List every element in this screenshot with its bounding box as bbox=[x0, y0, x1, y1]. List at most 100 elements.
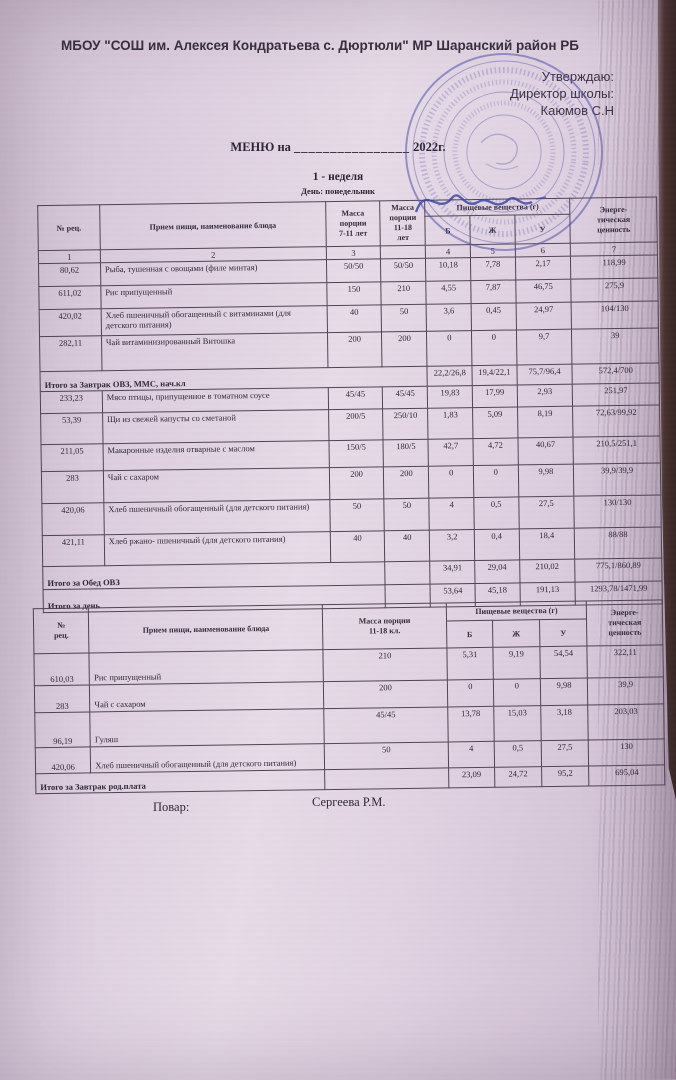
mass-7-11-cell: 50/50 bbox=[326, 258, 382, 283]
col-header-nutrients: Пищевые вещества (г) bbox=[445, 600, 587, 621]
day-title: День: понедельник bbox=[301, 186, 375, 196]
protein-cell: 10,18 bbox=[425, 257, 471, 282]
total-carbs: 75,7/96,4 bbox=[516, 364, 573, 385]
energy-cell: 275,9 bbox=[571, 277, 659, 303]
recipe-number-cell: 96,19 bbox=[34, 711, 91, 748]
protein-cell: 0 bbox=[426, 330, 472, 367]
dish-name-cell: Чай с сахаром bbox=[103, 467, 330, 503]
carbs-cell: 46,75 bbox=[515, 279, 572, 303]
fat-cell: 9,19 bbox=[493, 646, 541, 680]
fat-cell: 0 bbox=[471, 329, 517, 366]
dish-name-cell: Мясо птицы, припущенное в томатном соусе bbox=[102, 387, 329, 413]
fat-cell: 4,72 bbox=[473, 437, 518, 466]
menu-title-year: 2022г. bbox=[413, 140, 446, 154]
mass-7-11-cell: 200 bbox=[329, 466, 385, 500]
protein-cell: 4 bbox=[429, 497, 475, 531]
energy-cell: 203,03 bbox=[588, 703, 665, 740]
protein-cell: 3,2 bbox=[429, 529, 475, 562]
fat-cell: 0,4 bbox=[474, 528, 520, 561]
carbs-cell: 24,97 bbox=[515, 302, 572, 330]
recipe-number-cell: 283 bbox=[34, 684, 91, 713]
energy-cell: 39 bbox=[571, 327, 659, 365]
approve-line: Директор школы: bbox=[510, 86, 614, 101]
recipe-number-cell: 80,62 bbox=[38, 262, 101, 287]
column-number bbox=[380, 245, 426, 259]
recipe-number-cell: 610,03 bbox=[33, 652, 90, 686]
carbs-cell: 54,54 bbox=[539, 645, 588, 679]
col-header-rec: № рец. bbox=[33, 607, 90, 654]
column-number: 3 bbox=[326, 245, 381, 260]
energy-cell: 39,9/39,9 bbox=[573, 462, 661, 497]
mass-cell: 200 bbox=[323, 679, 448, 709]
total-fat: 19,4/22,1 bbox=[471, 364, 517, 386]
dish-name-cell: Рыба, тушенная с овощами (филе минтая) bbox=[100, 259, 327, 286]
mass-11-18-cell: 40 bbox=[384, 530, 431, 562]
mass-11-18-cell: 45/45 bbox=[382, 386, 429, 409]
mass-11-18-cell: 50 bbox=[384, 498, 430, 531]
dish-name-cell: Хлеб ржано- пшеничный (для детского пита… bbox=[104, 531, 331, 566]
mass-11-18-cell: 250/10 bbox=[382, 408, 429, 440]
fat-cell: 15,03 bbox=[493, 705, 541, 742]
mass-7-11-cell: 40 bbox=[330, 530, 385, 563]
energy-cell: 104/130 bbox=[571, 300, 659, 330]
carbs-cell: 40,67 bbox=[517, 437, 574, 465]
protein-cell: 0 bbox=[446, 679, 494, 707]
mass-7-11-cell: 150 bbox=[326, 281, 382, 306]
fat-cell: 0,5 bbox=[473, 496, 519, 530]
round-stamp-icon bbox=[405, 53, 603, 251]
mass-11-18-cell: 50 bbox=[381, 304, 427, 332]
mass-11-18-cell: 200 bbox=[383, 466, 430, 499]
total-energy: 695,04 bbox=[589, 764, 665, 786]
mass-cell: 45/45 bbox=[324, 706, 448, 744]
energy-cell: 88/88 bbox=[574, 526, 662, 560]
total-fat: 29,04 bbox=[474, 559, 520, 584]
empty-cell bbox=[384, 561, 431, 585]
dish-name-cell: Хлеб пшеничный обогащенный (для детского… bbox=[103, 499, 331, 535]
carbs-cell: 9,98 bbox=[517, 464, 575, 497]
total-carbs: 210,02 bbox=[519, 559, 576, 583]
school-header: МБОУ "СОШ им. Алексея Кондратьева с. Дюр… bbox=[61, 38, 579, 53]
energy-cell: 322,11 bbox=[587, 644, 664, 678]
recipe-number-cell: 282,11 bbox=[39, 335, 102, 372]
recipe-number-cell: 420,06 bbox=[35, 746, 91, 774]
col-header-mass711: Масса порции 7-11 лет bbox=[325, 200, 381, 247]
total-energy: 572,4/700 bbox=[572, 362, 660, 385]
recipe-number-cell: 53,39 bbox=[40, 412, 103, 445]
approve-line: Каюмов С.Н bbox=[540, 103, 614, 118]
dish-name-cell: Рис припущенный bbox=[100, 282, 327, 309]
fat-cell: 0 bbox=[473, 464, 519, 498]
recipe-number-cell: 233,23 bbox=[40, 390, 103, 414]
mass-11-18-cell: 180/5 bbox=[383, 439, 429, 467]
empty-cell bbox=[324, 767, 449, 790]
total-protein: 34,91 bbox=[430, 560, 476, 585]
recipe-number-cell: 611,02 bbox=[38, 285, 102, 310]
col-header-mass: Масса порции 11-18 кл. bbox=[322, 602, 447, 650]
dish-name-cell: Чай витаминизированный Витошка bbox=[101, 332, 328, 371]
signature bbox=[414, 194, 547, 213]
fat-cell: 0,45 bbox=[471, 302, 517, 331]
column-number: 1 bbox=[38, 249, 101, 264]
dish-name-cell: Хлеб пшеничный обогащенный с витаминами … bbox=[101, 305, 328, 336]
carbs-cell: 27,5 bbox=[518, 496, 575, 529]
protein-cell: 42,7 bbox=[428, 438, 474, 467]
protein-cell: 5,31 bbox=[446, 647, 494, 680]
dish-name-cell: Щи из свежей капусты со сметаной bbox=[102, 409, 329, 444]
cook-name: Сергеева Р.М. bbox=[312, 795, 386, 809]
col-header-fat: Ж bbox=[492, 619, 540, 648]
col-header-rec: № рец. bbox=[37, 204, 101, 251]
fat-cell: 0,5 bbox=[494, 740, 542, 768]
protein-cell: 1,83 bbox=[428, 407, 474, 440]
energy-cell: 251,97 bbox=[572, 382, 660, 407]
recipe-number-cell: 211,05 bbox=[41, 443, 104, 472]
carbs-cell: 18,4 bbox=[518, 528, 575, 560]
mass-7-11-cell: 50 bbox=[329, 498, 385, 532]
carbs-cell: 8,19 bbox=[517, 406, 574, 438]
total-fat: 24,72 bbox=[494, 766, 542, 788]
total-energy: 775,1/860,89 bbox=[574, 557, 662, 583]
week-title: 1 - неделя bbox=[312, 171, 364, 183]
mass-7-11-cell: 150/5 bbox=[328, 439, 384, 468]
carbs-cell: 2,93 bbox=[516, 384, 573, 407]
dish-name-cell: Рис припущенный bbox=[89, 649, 324, 685]
col-header-dish: Прием пищи, наименование блюда bbox=[88, 604, 324, 653]
